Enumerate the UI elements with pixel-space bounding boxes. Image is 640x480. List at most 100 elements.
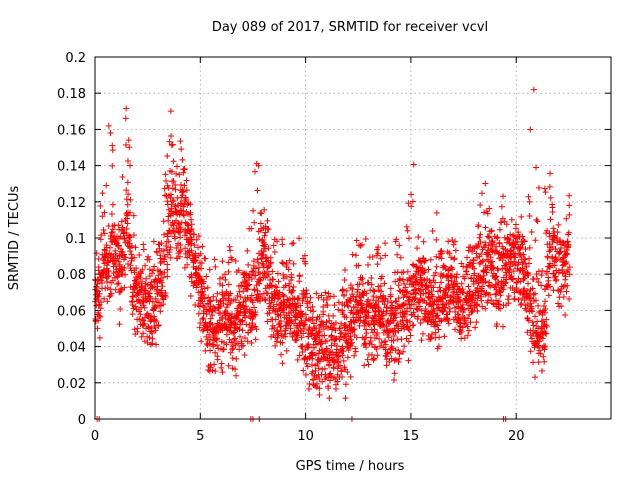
data-point	[286, 280, 293, 287]
data-point	[371, 288, 378, 295]
data-point	[137, 311, 144, 318]
data-point	[183, 187, 190, 194]
data-point	[181, 264, 188, 271]
data-point	[396, 242, 403, 249]
data-point	[164, 266, 171, 273]
data-point	[144, 339, 151, 346]
data-point	[296, 352, 303, 359]
data-point	[215, 309, 222, 316]
data-point	[104, 298, 111, 305]
data-point	[197, 319, 204, 326]
data-point	[231, 329, 238, 336]
data-point	[222, 276, 229, 283]
data-point	[123, 196, 130, 203]
data-point	[233, 355, 240, 362]
data-point	[140, 246, 147, 253]
data-point	[289, 240, 296, 247]
data-point	[203, 308, 210, 315]
x-tick-label: 10	[297, 429, 314, 444]
data-point	[452, 326, 459, 333]
data-point	[161, 253, 168, 260]
data-point	[166, 249, 173, 256]
data-point	[341, 277, 348, 284]
data-point	[251, 168, 258, 175]
y-tick-label: 0.1	[65, 232, 86, 247]
data-point	[164, 273, 171, 280]
data-point	[298, 334, 305, 341]
data-point	[168, 132, 175, 139]
data-point	[219, 291, 226, 298]
data-point	[370, 287, 377, 294]
data-point	[168, 205, 175, 212]
data-point	[262, 229, 269, 236]
data-point	[177, 246, 184, 253]
data-point	[216, 275, 223, 282]
data-point	[254, 187, 261, 194]
data-point	[550, 225, 557, 232]
data-point	[473, 319, 480, 326]
data-point	[169, 178, 176, 185]
data-point	[109, 201, 116, 208]
data-point	[347, 373, 354, 380]
data-point	[101, 266, 108, 273]
data-point	[141, 320, 148, 327]
data-point	[223, 341, 230, 348]
data-point	[259, 260, 266, 267]
data-point	[182, 219, 189, 226]
data-point	[157, 308, 164, 315]
data-point	[136, 308, 143, 315]
data-point	[365, 261, 372, 268]
data-point	[94, 317, 101, 324]
data-point	[130, 231, 137, 238]
y-tick-label: 0.2	[65, 51, 86, 66]
data-point	[247, 296, 254, 303]
data-point	[234, 311, 241, 318]
data-point	[194, 281, 201, 288]
data-point	[243, 303, 250, 310]
data-point	[494, 234, 501, 241]
data-point	[165, 238, 172, 245]
data-point	[258, 225, 265, 232]
data-point	[377, 343, 384, 350]
data-point	[214, 290, 221, 297]
data-point	[128, 242, 135, 249]
data-point	[244, 247, 251, 254]
data-point	[349, 251, 356, 258]
data-point	[178, 146, 185, 153]
data-point	[540, 353, 547, 360]
data-point	[97, 305, 104, 312]
data-point	[535, 302, 542, 309]
data-point	[97, 236, 104, 243]
data-point	[128, 251, 135, 258]
data-point	[198, 283, 205, 290]
data-point	[341, 267, 348, 274]
data-point	[115, 222, 122, 229]
data-point	[126, 144, 133, 151]
data-point	[198, 338, 205, 345]
data-point	[221, 321, 228, 328]
data-point	[114, 242, 121, 249]
data-point	[359, 241, 366, 248]
data-point	[282, 282, 289, 289]
data-point	[112, 247, 119, 254]
data-point	[357, 242, 364, 249]
data-point	[293, 304, 300, 311]
data-point	[256, 291, 263, 298]
data-point	[222, 271, 229, 278]
data-point	[288, 276, 295, 283]
data-point	[160, 247, 167, 254]
data-point	[219, 258, 226, 265]
data-point	[534, 218, 541, 225]
data-point	[509, 232, 516, 239]
data-point	[164, 261, 171, 268]
data-point	[115, 269, 122, 276]
data-point	[245, 261, 252, 268]
data-point	[161, 269, 168, 276]
data-point	[563, 288, 570, 295]
data-point	[203, 273, 210, 280]
data-point	[250, 268, 257, 275]
data-point	[517, 301, 524, 308]
data-point	[192, 254, 199, 261]
data-point	[447, 305, 453, 312]
data-point	[169, 141, 176, 148]
